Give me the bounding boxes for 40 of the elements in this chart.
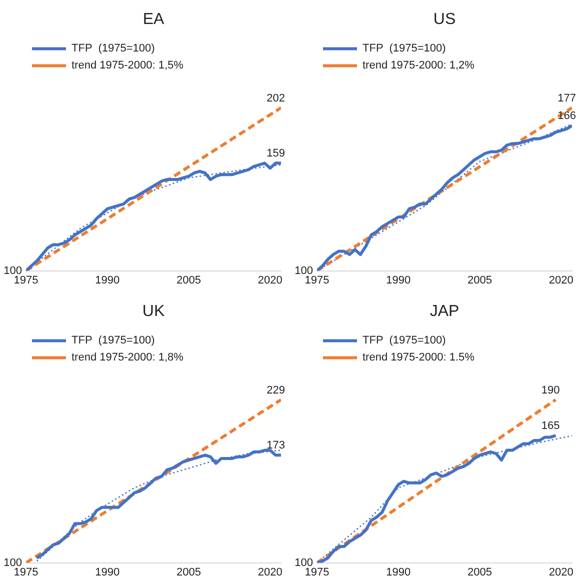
annotation: 173 [266,440,285,452]
x-tick-label: 2005 [176,274,202,286]
legend-label: trend 1975-2000: 1.5% [362,352,475,364]
x-tick-label: 1990 [95,566,120,578]
x-tick-label: 1990 [95,274,120,286]
x-tick-label: 1975 [14,566,38,578]
annotation: 100 [4,264,22,277]
legend-label: TFP (1975=100) [362,334,446,347]
x-tick-label: 2005 [468,566,492,578]
annotation: 229 [266,384,285,396]
chart-title: US [433,11,456,28]
annotation: 190 [541,384,560,396]
x-tick-label: 2020 [258,566,282,578]
legend-label: trend 1975-2000: 1,2% [362,60,475,72]
annotation: 166 [558,110,576,122]
x-tick-label: 1990 [386,274,411,286]
chart-title: EA [142,11,164,28]
legend-label: trend 1975-2000: 1,5% [72,60,184,72]
annotation: 159 [266,148,285,160]
annotation: 100 [4,556,22,569]
annotation: 100 [294,556,313,569]
annotation: 177 [558,92,576,104]
legend-label: TFP (1975=100) [72,42,155,55]
legend-label: TFP (1975=100) [72,334,155,347]
legend-label: trend 1975-2000: 1,8% [72,352,184,364]
x-tick-label: 1990 [386,566,411,578]
annotation: 202 [266,92,285,104]
x-tick-label: 2020 [548,566,574,578]
x-tick-label: 1975 [304,274,330,286]
x-tick-label: 2020 [258,274,282,286]
x-tick-label: 1975 [304,566,330,578]
chart-title: JAP [430,303,460,320]
chart-title: UK [142,303,165,320]
annotation: 165 [541,420,560,432]
x-tick-label: 2020 [548,274,574,286]
x-tick-label: 1975 [14,274,38,286]
legend-label: TFP (1975=100) [362,42,446,55]
annotation: 100 [294,264,313,277]
x-tick-label: 2005 [176,566,202,578]
x-tick-label: 2005 [468,274,492,286]
